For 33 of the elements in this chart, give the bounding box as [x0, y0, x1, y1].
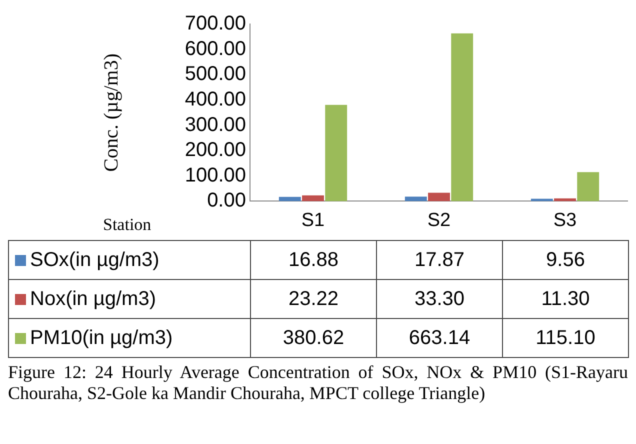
x-tick-label: S1 — [301, 210, 325, 231]
data-label: 380.62 — [250, 318, 376, 358]
y-axis-title: Conc. (µg/m3) — [100, 54, 122, 172]
y-tick-label: 100.00 — [184, 164, 246, 186]
data-label: 115.10 — [502, 318, 628, 358]
bar — [577, 172, 600, 202]
y-tick-label: 0.00 — [207, 190, 246, 212]
x-tick-label: S3 — [553, 210, 577, 231]
data-label: 33.30 — [376, 280, 502, 318]
data-label: 16.88 — [250, 240, 376, 280]
data-label: 663.14 — [376, 318, 502, 358]
data-label: 11.30 — [502, 280, 628, 318]
y-tick-label: 500.00 — [184, 63, 246, 86]
bar — [302, 195, 324, 202]
x-tick-label: S2 — [427, 210, 451, 231]
x-axis-title: Station — [103, 215, 152, 235]
bar — [278, 196, 301, 202]
legend-label: Nox(in µg/m3) — [30, 288, 156, 310]
bar — [404, 196, 427, 202]
y-tick-label: 300.00 — [184, 114, 246, 136]
bar — [325, 104, 348, 202]
y-tick-label: 700.00 — [184, 12, 246, 35]
bar — [428, 192, 450, 202]
legend-label: PM10(in µg/m3) — [30, 326, 173, 348]
y-tick-label: 600.00 — [184, 38, 246, 60]
data-label: 17.87 — [376, 240, 502, 280]
caption: Figure 12: 24 Hourly Average Concentration of SOx, NOx & PM10 (S1-Rayaru Chouraha, S2-Gole ka Mandir Chouraha, MPCT college Triangle) — [8, 362, 628, 404]
data-label: 23.22 — [250, 280, 376, 318]
legend-label: SOx(in µg/m3) — [30, 248, 160, 270]
bar — [451, 33, 474, 202]
data-label: 9.56 — [502, 240, 628, 280]
y-tick-label: 200.00 — [184, 139, 246, 162]
y-tick-label: 400.00 — [184, 88, 246, 110]
